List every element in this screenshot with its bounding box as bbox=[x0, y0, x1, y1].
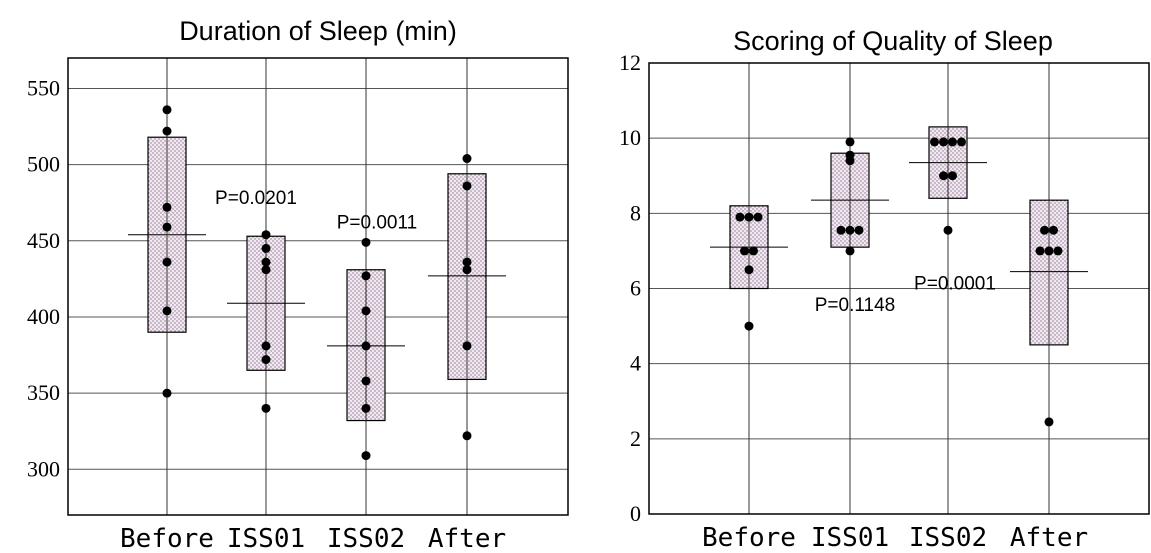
chart1-duration-of-sleep: 300 350 400 450 500 550 Before ISS01 ISS02 After P… bbox=[27, 57, 569, 553]
y-tick-label: 8 bbox=[630, 200, 641, 225]
data-point bbox=[361, 306, 371, 316]
y-tick-label: 12 bbox=[619, 50, 641, 75]
data-point bbox=[162, 388, 172, 398]
data-point bbox=[261, 355, 271, 365]
data-point bbox=[162, 126, 172, 136]
data-point bbox=[1044, 246, 1054, 256]
data-point bbox=[939, 171, 948, 181]
data-point bbox=[261, 257, 271, 267]
y-tick-label: 550 bbox=[27, 75, 60, 100]
p-value-annotation: P=0.0201 bbox=[215, 188, 297, 209]
x-tick-label: After bbox=[1010, 523, 1088, 553]
p-value-annotation: P=0.0001 bbox=[914, 273, 996, 294]
chart2-quality-of-sleep: 0 2 4 6 8 10 12 Before ISS01 ISS02 After P=0.1148 P=… bbox=[619, 50, 1150, 553]
data-point bbox=[462, 431, 472, 441]
data-point bbox=[845, 156, 855, 166]
p-value-annotation: P=0.1148 bbox=[815, 295, 895, 316]
plot-frame bbox=[67, 57, 569, 516]
data-point bbox=[854, 225, 864, 235]
data-point bbox=[943, 225, 953, 235]
data-point bbox=[162, 222, 172, 232]
x-tick-label: Before bbox=[702, 523, 796, 553]
data-point bbox=[462, 154, 472, 164]
x-tick-label: After bbox=[428, 524, 506, 553]
x-tick-label: Before bbox=[120, 524, 214, 553]
data-point bbox=[1040, 225, 1049, 235]
data-point bbox=[939, 137, 948, 147]
x-tick-label: ISS01 bbox=[811, 523, 889, 553]
data-point bbox=[261, 341, 271, 351]
plot-frame bbox=[648, 62, 1150, 515]
data-point bbox=[845, 225, 855, 235]
data-point bbox=[261, 265, 271, 275]
data-point bbox=[462, 257, 472, 267]
data-point bbox=[948, 171, 957, 181]
data-point bbox=[744, 265, 754, 275]
data-point bbox=[462, 181, 472, 191]
data-point bbox=[1035, 246, 1045, 256]
y-tick-label: 2 bbox=[630, 426, 641, 451]
y-tick-label: 450 bbox=[27, 228, 60, 253]
data-point bbox=[836, 225, 846, 235]
data-point bbox=[361, 403, 371, 413]
data-point bbox=[162, 257, 172, 267]
data-point bbox=[361, 271, 371, 281]
data-point bbox=[753, 212, 763, 222]
data-point bbox=[361, 237, 371, 247]
data-point bbox=[462, 265, 472, 275]
data-point bbox=[162, 105, 172, 115]
data-point bbox=[744, 212, 754, 222]
data-point bbox=[1044, 417, 1054, 427]
data-point bbox=[261, 230, 271, 240]
data-point bbox=[361, 341, 371, 351]
data-point bbox=[744, 321, 754, 331]
y-tick-label: 400 bbox=[27, 304, 60, 329]
data-point bbox=[361, 376, 371, 386]
y-tick-label: 300 bbox=[27, 456, 60, 481]
x-tick-label: ISS02 bbox=[909, 523, 987, 553]
y-tick-label: 0 bbox=[630, 501, 641, 526]
data-point bbox=[735, 212, 745, 222]
data-point bbox=[1049, 225, 1058, 235]
data-point bbox=[845, 246, 855, 256]
x-tick-label: ISS02 bbox=[327, 524, 405, 553]
data-point bbox=[749, 246, 758, 256]
y-tick-label: 6 bbox=[630, 276, 641, 301]
y-tick-label: 350 bbox=[27, 380, 60, 405]
data-point bbox=[361, 451, 371, 461]
data-point bbox=[845, 137, 855, 147]
data-point bbox=[957, 137, 966, 147]
y-tick-label: 10 bbox=[619, 125, 641, 150]
data-point bbox=[948, 137, 957, 147]
y-tick-label: 4 bbox=[630, 351, 641, 376]
data-point bbox=[162, 306, 172, 316]
data-point bbox=[261, 243, 271, 253]
x-tick-label: ISS01 bbox=[227, 524, 305, 553]
chart1-title: Duration of Sleep (min) bbox=[179, 16, 457, 46]
data-point bbox=[1053, 246, 1063, 256]
data-point bbox=[162, 202, 172, 212]
p-value-annotation: P=0.0011 bbox=[337, 213, 417, 234]
data-point bbox=[261, 403, 271, 413]
data-point bbox=[462, 341, 472, 351]
data-point bbox=[740, 246, 749, 256]
chart2-title: Scoring of Quality of Sleep bbox=[733, 26, 1053, 56]
data-point bbox=[930, 137, 939, 147]
y-tick-label: 500 bbox=[27, 152, 60, 177]
